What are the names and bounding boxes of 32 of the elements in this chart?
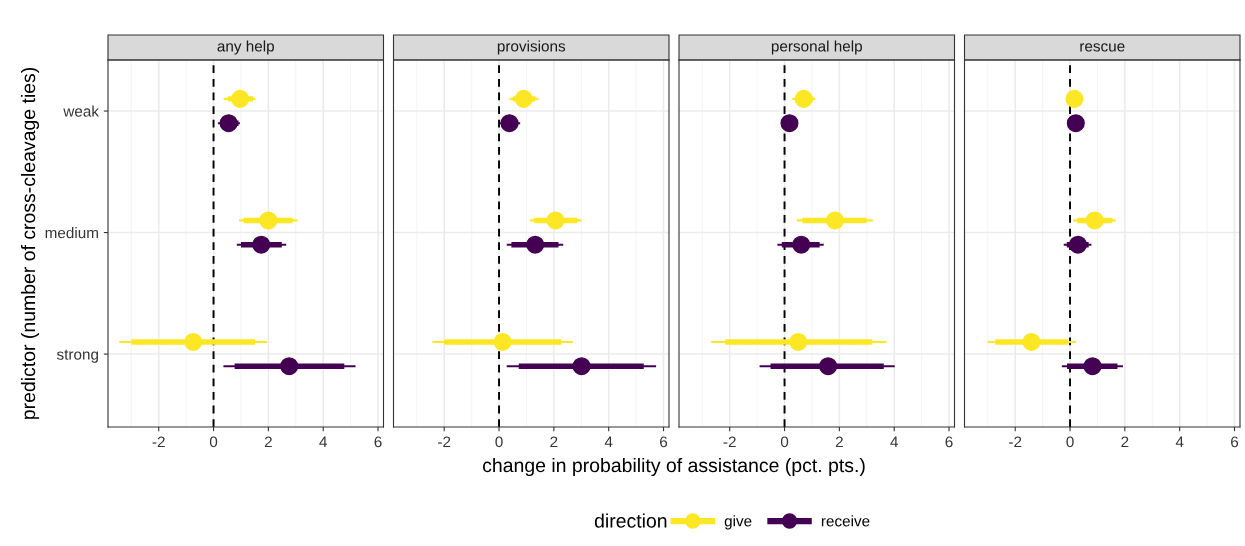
x-tick-label: 4 — [1175, 436, 1184, 448]
x-tick-label: 6 — [945, 436, 953, 448]
x-tick-label: 0 — [780, 436, 789, 448]
x-tick-label: 6 — [660, 436, 668, 448]
x-tick-label: 4 — [604, 436, 613, 448]
x-tick-label: -2 — [152, 436, 165, 448]
x-axis-title: change in probability of assistance (pct. pts.) — [483, 457, 865, 477]
x-tick-label: 6 — [374, 436, 382, 448]
x-tick-label: 4 — [890, 436, 898, 448]
chart-title: provisions — [497, 40, 566, 55]
legend-label: give — [724, 515, 752, 530]
x-tick-label: 0 — [495, 436, 503, 448]
x-tick-label: 4 — [319, 436, 327, 448]
x-tick-label: 2 — [550, 436, 558, 448]
x-tick-label: 2 — [835, 436, 843, 448]
x-tick-label: 6 — [1231, 436, 1239, 448]
x-tick-label: -2 — [1009, 436, 1022, 448]
y-tick-label: weak — [63, 105, 99, 117]
legend-title: direction — [594, 513, 667, 528]
x-tick-label: -2 — [438, 436, 451, 448]
x-tick-label: 0 — [209, 436, 218, 448]
legend-label: receive — [821, 515, 870, 527]
x-tick-label: -2 — [723, 436, 736, 448]
x-tick-label: 2 — [264, 436, 272, 448]
chart-title: rescue — [1080, 43, 1125, 52]
chart-title: personal help — [771, 40, 862, 55]
x-tick-label: 2 — [1121, 436, 1129, 448]
y-tick-label: strong — [56, 349, 98, 363]
chart-title: any help — [217, 40, 274, 55]
y-tick-label: medium — [45, 227, 98, 239]
y-axis-title: predictor (number of cross-cleavage ties) — [20, 68, 40, 419]
x-tick-label: 0 — [1066, 436, 1074, 448]
